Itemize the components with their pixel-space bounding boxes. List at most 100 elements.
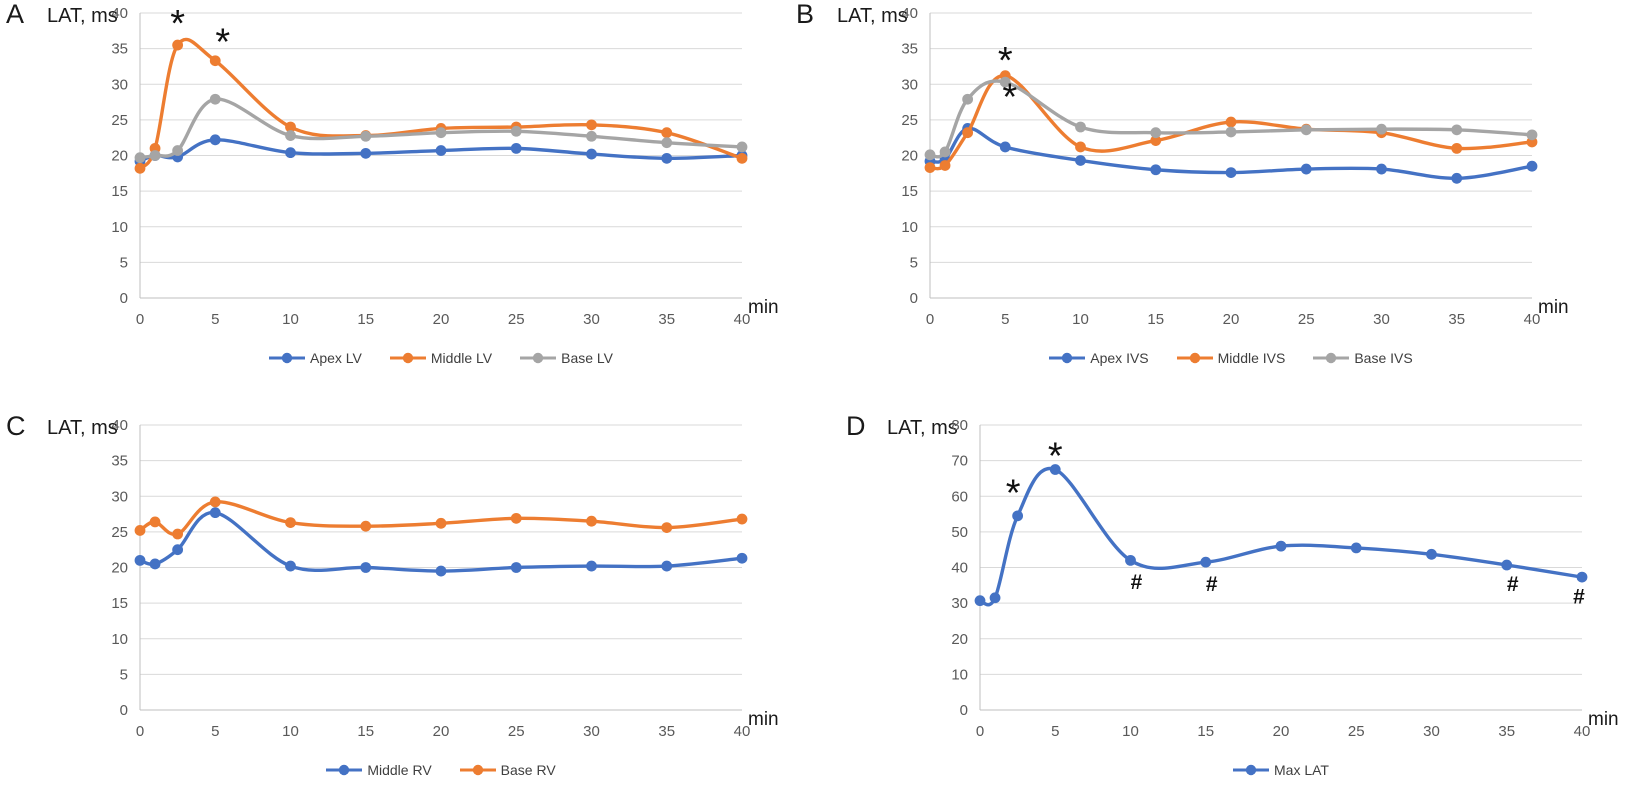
x-tick-label: 25 [508, 723, 525, 740]
data-point [989, 592, 1001, 604]
data-point [586, 515, 597, 527]
data-point [736, 152, 748, 164]
data-point [134, 525, 146, 536]
x-tick-label: 0 [136, 311, 144, 328]
y-tick-label: 25 [901, 112, 918, 129]
data-point [285, 121, 296, 133]
data-point [939, 160, 951, 171]
data-point [1075, 121, 1086, 133]
data-point [1075, 155, 1086, 166]
panel-letter: A [6, 0, 25, 29]
significance-marker: # [1507, 573, 1519, 596]
data-point [285, 130, 296, 141]
data-point [134, 152, 146, 164]
legend-label: Max LAT [1274, 762, 1329, 778]
legend: Max LAT [980, 762, 1582, 778]
data-point [736, 141, 748, 153]
y-tick-label: 30 [111, 488, 128, 505]
data-point [149, 150, 161, 161]
data-point [924, 149, 936, 161]
y-tick-label: 40 [951, 560, 968, 577]
legend-item: Middle LV [389, 350, 492, 366]
panel-letter: B [796, 0, 815, 29]
y-tick-label: 20 [951, 631, 968, 648]
legend-item: Max LAT [1233, 762, 1329, 778]
legend-label: Middle RV [367, 762, 432, 778]
data-point [974, 595, 986, 607]
legend: Apex LV Middle LV Base LV [140, 350, 742, 366]
data-point [209, 55, 221, 67]
legend-label: Base LV [561, 350, 613, 366]
data-point [1300, 163, 1312, 175]
data-point [939, 146, 951, 158]
y-tick-label: 40 [901, 5, 918, 22]
x-tick-label: 25 [1348, 723, 1365, 740]
y-axis-title: LAT, ms [887, 417, 958, 439]
panel-a: A LAT, ms 0 5 10 15 20 25 30 35 40 0 5 10 15 20 25 30 35… [0, 0, 824, 378]
panel-c: C LAT, ms 0 5 10 15 20 25 30 35 40 0 5 10 15 20 25 30 35… [0, 411, 824, 786]
x-axis-unit: min [748, 297, 779, 318]
y-tick-label: 0 [960, 702, 968, 719]
legend-marker-icon [389, 352, 426, 364]
x-tick-label: 15 [357, 311, 374, 328]
x-tick-label: 15 [1147, 311, 1164, 328]
line-chart: 0 5 10 15 20 25 30 35 40 0 5 10 15 20 25 30 35 40 ** [901, 5, 1541, 328]
data-point [586, 148, 597, 160]
data-point [435, 145, 447, 156]
legend-item: Base LV [520, 350, 613, 366]
panel-letter: C [6, 411, 26, 441]
y-tick-label: 80 [951, 417, 968, 434]
data-point [1350, 542, 1362, 554]
data-point [435, 127, 447, 139]
y-tick-label: 10 [951, 666, 968, 683]
x-axis-unit: min [748, 709, 779, 730]
data-point [285, 517, 296, 529]
x-tick-label: 35 [1448, 311, 1465, 328]
legend-marker-icon [520, 352, 557, 364]
data-point [586, 560, 597, 572]
data-point [510, 142, 522, 154]
x-tick-label: 0 [926, 311, 934, 328]
data-point [586, 119, 597, 131]
legend: Middle RV Base RV [140, 762, 742, 778]
x-tick-label: 30 [1373, 311, 1390, 328]
y-tick-label: 10 [111, 219, 128, 236]
y-tick-label: 25 [111, 524, 128, 541]
data-point [172, 39, 184, 51]
legend-marker-icon [1176, 352, 1213, 364]
legend-item: Middle RV [326, 762, 432, 778]
legend-label: Apex IVS [1090, 350, 1149, 366]
data-point [1150, 127, 1162, 139]
legend: Apex IVS Middle IVS Base IVS [930, 350, 1532, 366]
data-point [661, 560, 673, 572]
x-tick-label: 40 [1524, 311, 1541, 328]
y-tick-label: 10 [901, 219, 918, 236]
data-point [999, 141, 1011, 153]
significance-marker: * [170, 3, 185, 45]
data-point [661, 127, 673, 139]
x-tick-label: 10 [282, 723, 299, 740]
significance-marker: * [1006, 473, 1021, 515]
x-tick-label: 10 [1072, 311, 1089, 328]
legend-marker-icon [1233, 764, 1269, 776]
x-tick-label: 40 [734, 311, 751, 328]
y-tick-label: 5 [120, 666, 128, 683]
data-point [1012, 510, 1024, 522]
x-axis-unit: min [1588, 709, 1619, 730]
significance-marker: * [215, 22, 230, 64]
data-point [661, 152, 673, 164]
data-point [510, 562, 522, 573]
y-tick-label: 5 [910, 254, 918, 271]
data-point [149, 558, 161, 570]
x-tick-label: 10 [1122, 723, 1139, 740]
y-axis-title: LAT, ms [837, 5, 908, 27]
data-point [1376, 123, 1387, 135]
x-tick-label: 20 [1273, 723, 1290, 740]
x-tick-label: 5 [211, 311, 219, 328]
data-point [1300, 124, 1312, 136]
y-tick-label: 50 [951, 524, 968, 541]
x-tick-label: 35 [658, 723, 675, 740]
legend-label: Apex LV [310, 350, 362, 366]
data-point [172, 145, 184, 156]
line-chart: 0 10 20 30 40 50 60 70 80 0 5 10 15 20 25 30 35 40 * * # # # # [951, 417, 1590, 740]
